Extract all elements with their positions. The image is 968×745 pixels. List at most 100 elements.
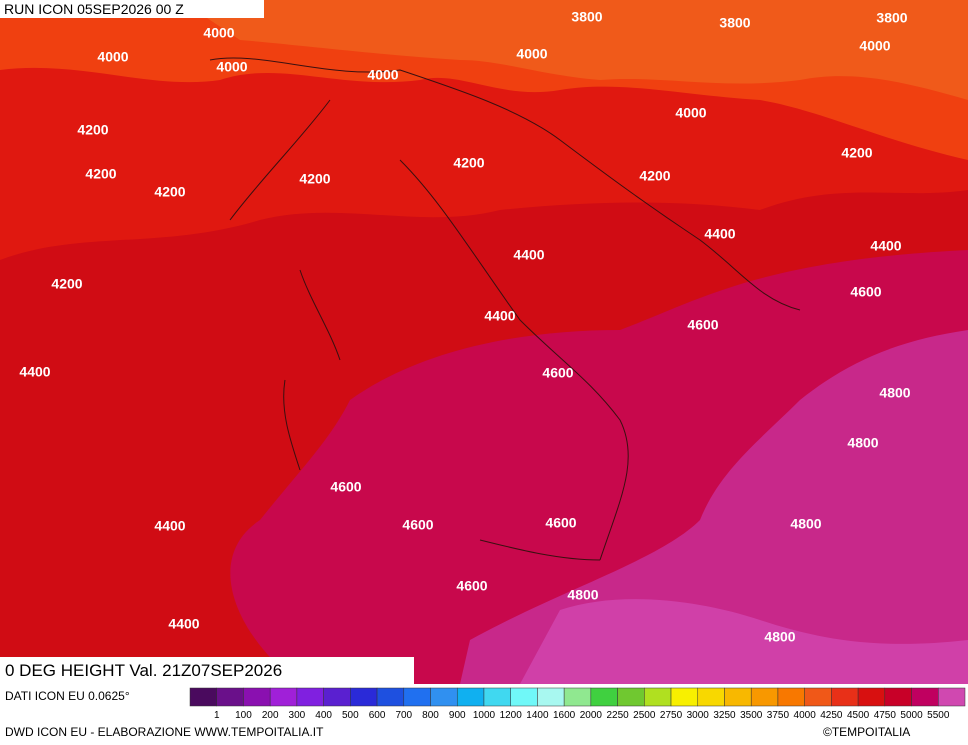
legend-label: 300 — [289, 710, 306, 721]
legend-label: 3500 — [740, 710, 763, 721]
legend-swatch — [537, 687, 565, 707]
legend-label: 4750 — [874, 710, 897, 721]
legend-swatch — [269, 687, 298, 707]
legend-label: 3250 — [713, 710, 736, 721]
legend-swatch — [216, 687, 244, 707]
contour-label: 4400 — [484, 308, 515, 324]
legend-label: 700 — [395, 710, 412, 721]
legend-label: 500 — [342, 710, 359, 721]
contour-label: 4400 — [870, 238, 901, 254]
legend-label: 2250 — [606, 710, 629, 721]
legend-swatch — [510, 687, 538, 707]
legend-swatch — [670, 687, 699, 707]
credit: DWD ICON EU - ELABORAZIONE WWW.TEMPOITAL… — [5, 725, 324, 739]
source: DATI ICON EU 0.0625° — [5, 689, 130, 703]
legend-label: 800 — [422, 710, 439, 721]
legend-label: 1600 — [553, 710, 576, 721]
contour-label: 3800 — [719, 15, 750, 31]
legend-label: 2500 — [633, 710, 656, 721]
legend-swatch — [323, 687, 351, 707]
legend-swatch — [617, 687, 645, 707]
contour-label: 4000 — [216, 59, 247, 75]
legend: 1 100 200 300 400 500 600 700 800 900 1000 1200 1400… — [189, 687, 966, 721]
valid-box — [0, 657, 414, 684]
legend-label: 2000 — [580, 710, 603, 721]
contour-label: 3800 — [876, 10, 907, 26]
contour-label: 4000 — [516, 46, 547, 62]
legend-label: 5000 — [900, 710, 923, 721]
legend-label: 5500 — [927, 710, 950, 721]
contour-label: 4600 — [850, 284, 881, 300]
contour-label: 4200 — [453, 155, 484, 171]
legend-swatch — [938, 687, 966, 707]
legend-label: 4250 — [820, 710, 843, 721]
contour-label: 4000 — [859, 38, 890, 54]
contour-label: 4400 — [154, 518, 185, 534]
contour-label: 3800 — [571, 9, 602, 25]
run-title: RUN ICON 05SEP2026 00 Z — [4, 1, 184, 17]
legend-swatch — [403, 687, 431, 707]
legend-label: 900 — [449, 710, 466, 721]
legend-swatch — [857, 687, 886, 707]
legend-label: 100 — [235, 710, 252, 721]
legend-swatch — [777, 687, 805, 707]
contour-label: 4800 — [567, 587, 598, 603]
borders — [209, 57, 801, 561]
legend-swatch — [243, 687, 271, 707]
contour-label: 4200 — [51, 276, 82, 292]
legend-label: 1000 — [473, 710, 496, 721]
legend-label: 1 — [214, 710, 220, 721]
contour-label: 4800 — [879, 385, 910, 401]
legend-swatch — [189, 687, 217, 707]
contour-label: 4600 — [456, 578, 487, 594]
legend-swatch — [483, 687, 511, 707]
contour-label: 4400 — [168, 616, 199, 632]
copyright: ©TEMPOITALIA — [823, 725, 910, 739]
legend-swatch — [296, 687, 324, 707]
legend-swatch — [804, 687, 832, 707]
contour-label: 4200 — [77, 122, 108, 138]
contour-label: 4600 — [687, 317, 718, 333]
contour-label: 4200 — [85, 166, 116, 182]
legend-swatch — [590, 687, 618, 707]
contour-label: 4600 — [545, 515, 576, 531]
legend-label: 600 — [369, 710, 386, 721]
contour-label: 4800 — [847, 435, 878, 451]
contour-labels: 3800 3800 3800 4000 4000 4000 4000 4000 4000 4000… — [19, 9, 910, 645]
contour-label: 4000 — [367, 67, 398, 83]
legend-swatch — [456, 687, 485, 707]
legend-label: 1200 — [500, 710, 523, 721]
legend-swatch — [563, 687, 592, 707]
legend-swatch — [884, 687, 912, 707]
contour-label: 4400 — [19, 364, 50, 380]
contour-label: 4200 — [639, 168, 670, 184]
contour-label: 4400 — [513, 247, 544, 263]
legend-label: 3000 — [687, 710, 710, 721]
contour-label: 4800 — [764, 629, 795, 645]
contour-label: 4400 — [704, 226, 735, 242]
contour-label: 4000 — [203, 25, 234, 41]
legend-label: 4500 — [847, 710, 870, 721]
contour-label: 4800 — [790, 516, 821, 532]
zone-3800 — [180, 0, 968, 100]
contour-label: 4000 — [675, 105, 706, 121]
legend-swatch — [724, 687, 752, 707]
legend-swatch — [644, 687, 672, 707]
contour-label: 4000 — [97, 49, 128, 65]
legend-swatch — [350, 687, 378, 707]
contour-label: 4600 — [330, 479, 361, 495]
legend-label: 1400 — [526, 710, 549, 721]
contour-label: 4200 — [299, 171, 330, 187]
legend-swatch — [831, 687, 859, 707]
legend-label: 2750 — [660, 710, 683, 721]
legend-swatch — [697, 687, 725, 707]
legend-swatch — [376, 687, 405, 707]
map — [0, 0, 968, 684]
legend-label: 3750 — [767, 710, 790, 721]
legend-label: 200 — [262, 710, 279, 721]
legend-swatch — [430, 687, 458, 707]
legend-swatch — [911, 687, 939, 707]
legend-label: 4000 — [794, 710, 817, 721]
zone-4800b — [520, 599, 968, 684]
